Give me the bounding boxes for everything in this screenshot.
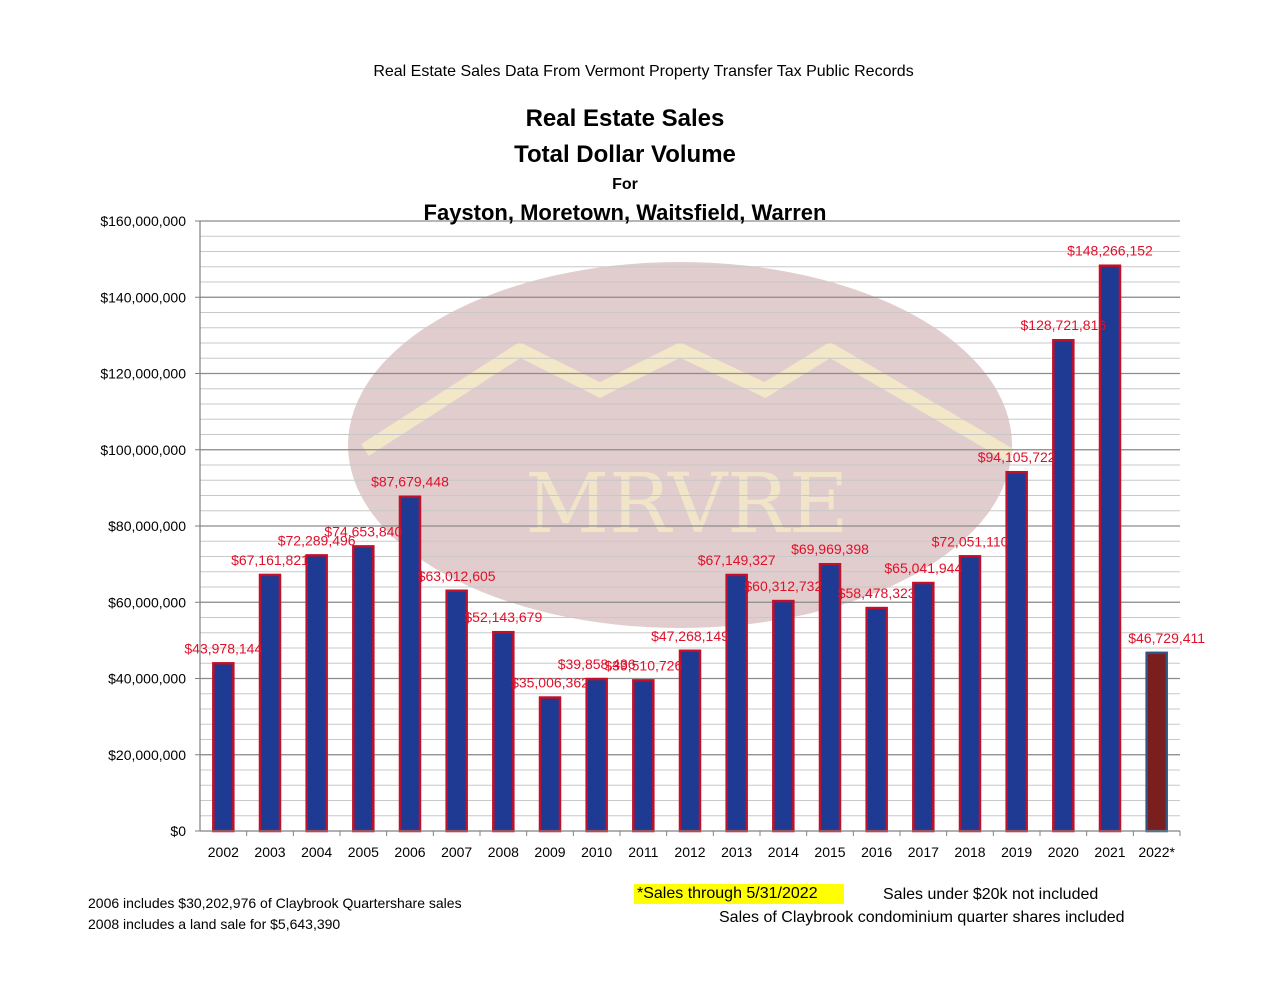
y-tick-label: $20,000,000: [108, 747, 186, 763]
bar: [818, 562, 842, 833]
y-tick-label: $100,000,000: [100, 442, 186, 458]
x-tick-label: 2010: [581, 844, 612, 860]
bar: [1005, 470, 1028, 833]
y-tick-label: $80,000,000: [108, 518, 186, 534]
data-label: $46,729,411: [1128, 630, 1205, 646]
bar: [585, 677, 608, 833]
y-tick-label: $60,000,000: [108, 594, 186, 610]
x-tick-label: 2016: [861, 844, 892, 860]
x-tick-label: 2013: [721, 844, 752, 860]
y-tick-label: $0: [170, 823, 186, 839]
x-tick-label: 2009: [534, 844, 565, 860]
bar: [1145, 651, 1168, 833]
x-tick-label: 2018: [954, 844, 985, 860]
data-label: $52,143,679: [464, 609, 542, 625]
bar: [1052, 338, 1075, 833]
data-label: $128,721,816: [1021, 317, 1107, 333]
x-tick-label: 2007: [441, 844, 472, 860]
chart-supertitle: Real Estate Sales Data From Vermont Prop…: [373, 63, 914, 80]
data-label: $39,510,726: [604, 657, 682, 673]
data-label: $94,105,722: [978, 449, 1056, 465]
bar: [725, 573, 748, 833]
x-tick-label: 2019: [1001, 844, 1032, 860]
bar: [678, 649, 702, 833]
x-tick-label: 2011: [628, 844, 658, 860]
bar: [912, 581, 935, 833]
x-tick-label: 2020: [1048, 844, 1079, 860]
x-tick-label: 2017: [908, 844, 939, 860]
x-tick-label: 2004: [301, 844, 332, 860]
chart-subtitle-for: For: [612, 176, 638, 193]
data-label: $65,041,944: [884, 560, 962, 576]
x-tick-label: 2021: [1094, 844, 1125, 860]
data-label: $72,289,496: [278, 532, 356, 548]
data-label: $69,969,398: [791, 541, 869, 557]
data-label: $63,012,605: [418, 568, 496, 584]
bar: [865, 606, 888, 833]
footnote-claybrook: Sales of Claybrook condominium quarter s…: [719, 909, 1125, 926]
footnote-2008: 2008 includes a land sale for $5,643,390: [88, 916, 341, 932]
data-label: $67,149,327: [698, 552, 776, 568]
partial-year-note: *Sales through 5/31/2022: [634, 884, 844, 904]
watermark-text: MRVRE: [525, 457, 849, 552]
bar: [772, 599, 795, 833]
bar: [398, 495, 422, 833]
data-label: $60,312,732: [744, 578, 822, 594]
x-tick-label: 2014: [768, 844, 799, 860]
bar: [258, 573, 282, 833]
x-tick-label: 2015: [814, 844, 845, 860]
bar: [305, 554, 328, 833]
bar: [958, 555, 982, 833]
y-tick-label: $140,000,000: [100, 289, 186, 305]
chart-title: Real Estate Sales: [525, 105, 725, 132]
x-tick-label: 2006: [394, 844, 425, 860]
data-label: $87,679,448: [371, 474, 449, 490]
axes: $0 $20,000,000 $40,000,000 $60,000,000 $80,0…: [100, 213, 1181, 860]
x-tick-label: 2002: [208, 844, 239, 860]
data-label: $67,161,821: [231, 552, 309, 568]
x-tick-label: 2008: [488, 844, 519, 860]
bar: [538, 696, 562, 833]
bar: [492, 630, 515, 833]
data-label: $47,268,149: [651, 628, 729, 644]
data-label: $43,978,144: [184, 640, 262, 656]
data-labels: $43,978,144 $67,161,821 $72,289,496$74,653…: [184, 243, 1205, 691]
data-label: $72,051,110: [932, 533, 1009, 549]
x-tick-label: 2012: [674, 844, 705, 860]
y-tick-label: $40,000,000: [108, 671, 186, 687]
y-tick-label: $120,000,000: [100, 366, 186, 382]
data-label: $39,858,436: [558, 656, 636, 672]
bar: [632, 679, 655, 833]
y-tick-label: $160,000,000: [100, 213, 186, 229]
mrvre-logo-watermark: MRVRE: [348, 262, 1014, 628]
bar: [212, 662, 235, 833]
data-label: $148,266,152: [1067, 243, 1153, 259]
data-label: $74,653,840: [324, 523, 402, 539]
x-tick-label: 2022*: [1138, 844, 1175, 860]
chart-subtitle: Total Dollar Volume: [514, 141, 736, 168]
mountain-icon: [361, 341, 1014, 462]
bar: [352, 545, 375, 833]
x-tick-label: 2005: [348, 844, 379, 860]
data-label: $35,006,362: [511, 675, 589, 691]
bar: [445, 589, 468, 833]
bars: [212, 264, 1168, 833]
footnote-under-20k: Sales under $20k not included: [883, 886, 1099, 903]
chart-subtitle-towns: Fayston, Moretown, Waitsfield, Warren: [423, 200, 827, 225]
footnote-2006: 2006 includes $30,202,976 of Claybrook Q…: [88, 895, 462, 911]
data-label: $58,478,323: [838, 585, 916, 601]
x-tick-label: 2003: [254, 844, 285, 860]
bar: [1098, 264, 1122, 833]
